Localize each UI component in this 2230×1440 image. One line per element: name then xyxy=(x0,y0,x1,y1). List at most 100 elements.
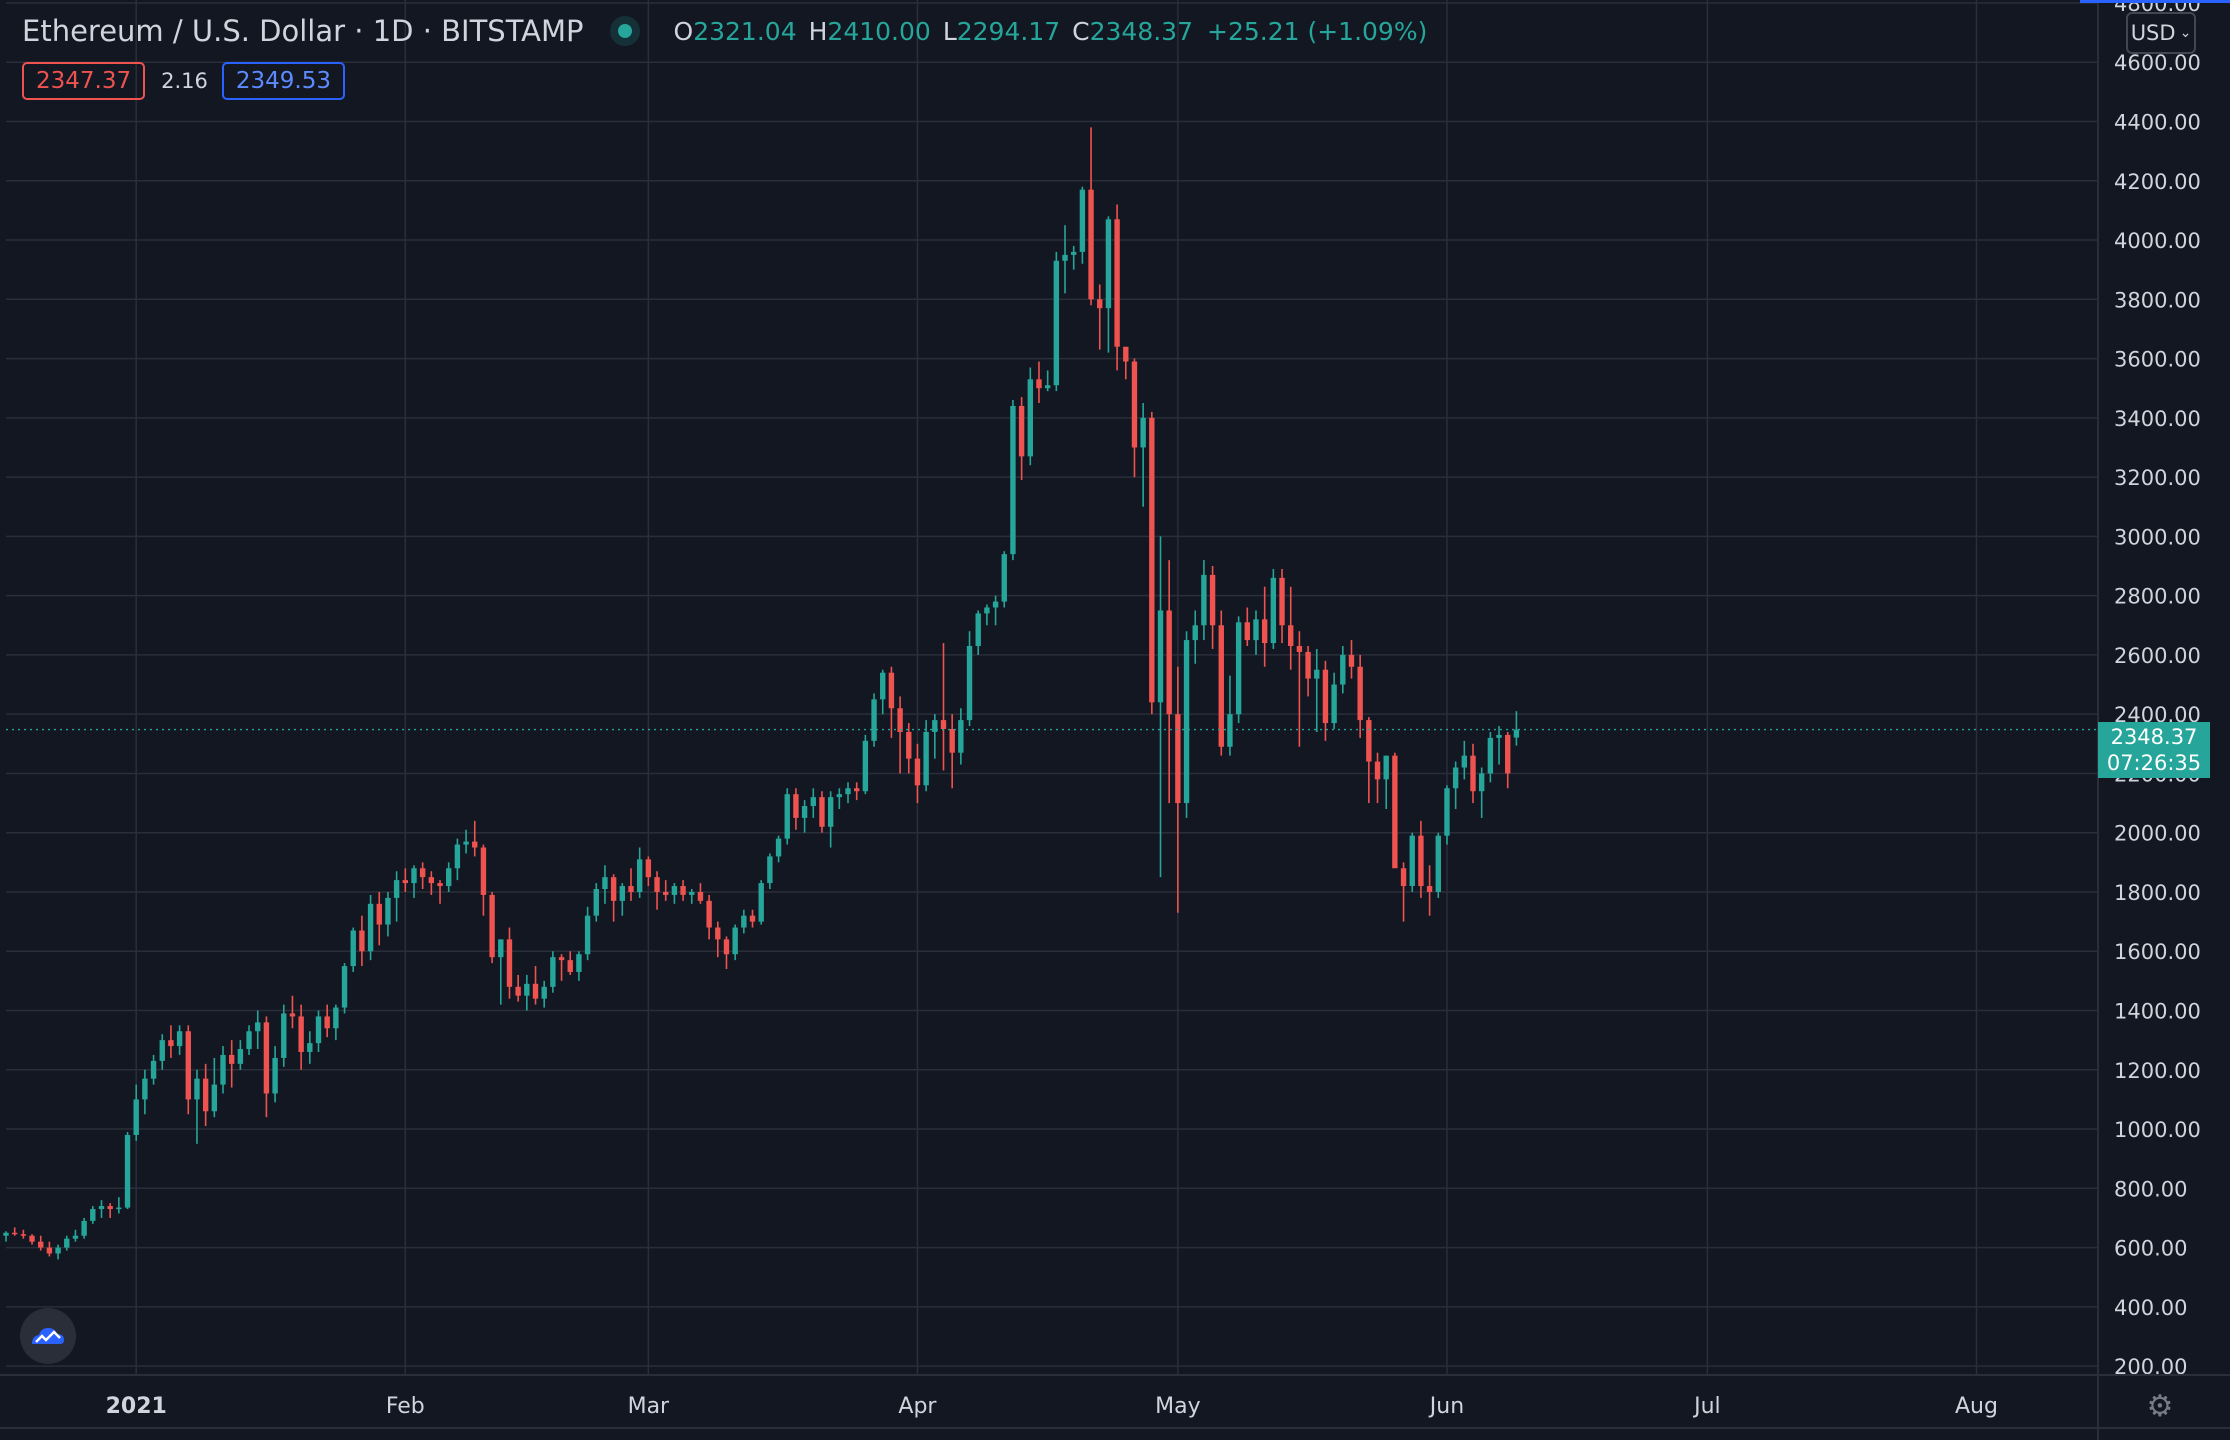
candle-body xyxy=(46,1247,53,1254)
candle-body xyxy=(255,1022,261,1032)
candle-body xyxy=(1461,755,1468,768)
chevron-down-icon: ⌄ xyxy=(2179,25,2192,41)
spread-value: 2.16 xyxy=(161,69,208,93)
candle-body xyxy=(1244,622,1251,641)
bar-countdown: 07:26:35 xyxy=(2106,751,2202,775)
candle-body xyxy=(619,886,626,901)
candle-body xyxy=(645,859,652,878)
candle-body xyxy=(1036,379,1042,389)
candle-body xyxy=(194,1078,200,1100)
candle-body xyxy=(281,1013,287,1058)
candle-body xyxy=(1331,684,1337,724)
candle-body xyxy=(1478,773,1485,792)
candle-body xyxy=(333,1007,339,1029)
candle-body xyxy=(723,939,730,955)
currency-select[interactable]: USD ⌄ xyxy=(2126,12,2196,54)
candle-body xyxy=(801,806,808,818)
candle-body xyxy=(350,930,356,967)
candle-body xyxy=(558,957,565,961)
candle-body xyxy=(975,613,981,647)
y-tick-label: 1800.00 xyxy=(2114,881,2201,905)
candle-body xyxy=(202,1078,209,1112)
candle-body xyxy=(489,894,495,958)
x-tick-label: May xyxy=(1155,1394,1200,1419)
candle-body xyxy=(1235,622,1242,715)
y-tick-label: 800.00 xyxy=(2114,1177,2187,1201)
candle-body xyxy=(810,797,816,807)
candle-body xyxy=(393,880,400,898)
symbol-title[interactable]: Ethereum / U.S. Dollar · 1D · BITSTAMP xyxy=(22,14,584,48)
candle-body xyxy=(220,1054,226,1085)
candle-body xyxy=(419,868,426,878)
candle-body xyxy=(81,1220,87,1236)
candle-body xyxy=(1470,755,1476,792)
candle-body xyxy=(1366,720,1372,762)
candle-body xyxy=(680,886,686,895)
y-tick-label: 2600.00 xyxy=(2114,644,2201,668)
x-tick-label: Apr xyxy=(898,1394,937,1419)
candle-body xyxy=(38,1241,44,1248)
y-tick-label: 4600.00 xyxy=(2114,51,2201,75)
candle-body xyxy=(602,877,608,890)
candle-body xyxy=(402,880,408,884)
candle-body xyxy=(1452,767,1459,789)
candle-body xyxy=(1314,669,1320,679)
candle-body xyxy=(20,1234,27,1236)
candle-body xyxy=(880,672,886,700)
buy-price-button[interactable]: 2349.53 xyxy=(221,62,346,100)
candle-body xyxy=(1374,761,1381,780)
candle-body xyxy=(593,889,599,916)
candle-body xyxy=(463,841,469,845)
candle-body xyxy=(506,939,513,987)
gear-icon[interactable]: ⚙ xyxy=(2146,1388,2174,1424)
candle-body xyxy=(159,1040,165,1061)
candle-body xyxy=(671,886,678,895)
candle-body xyxy=(124,1134,131,1208)
candle-body xyxy=(150,1060,157,1079)
candle-body xyxy=(914,758,921,786)
candle-body xyxy=(793,794,799,818)
candle-body xyxy=(446,868,452,887)
candle-body xyxy=(307,1043,313,1052)
candle-body xyxy=(1505,734,1511,774)
low-key: L xyxy=(942,16,957,46)
top-accent-bar xyxy=(2080,0,2230,3)
sell-price-button[interactable]: 2347.37 xyxy=(22,62,146,100)
y-tick-label: 400.00 xyxy=(2114,1296,2187,1320)
y-tick-label: 4200.00 xyxy=(2114,170,2201,194)
candle-body xyxy=(437,883,443,887)
y-tick-label: 4400.00 xyxy=(2114,110,2201,134)
candle-body xyxy=(64,1238,70,1248)
candle-body xyxy=(784,794,790,839)
candle-body xyxy=(697,891,704,901)
candle-body xyxy=(289,1013,296,1017)
tradingview-cloud-icon[interactable] xyxy=(20,1308,76,1364)
y-tick-label: 2000.00 xyxy=(2114,822,2201,846)
candle-body xyxy=(524,983,530,996)
candle-body xyxy=(1322,669,1329,724)
candle-body xyxy=(749,915,756,922)
candle-body xyxy=(1018,405,1025,457)
candle-body xyxy=(1010,405,1016,555)
candle-body xyxy=(1357,666,1363,721)
candle-body xyxy=(11,1232,18,1235)
candle-body xyxy=(237,1049,244,1064)
candle-body xyxy=(1340,654,1346,685)
candle-body xyxy=(1062,254,1068,261)
candle-body xyxy=(1305,651,1311,679)
candle-body xyxy=(1175,714,1181,804)
candle-body xyxy=(1227,714,1233,747)
candle-body xyxy=(654,877,660,892)
y-tick-label: 600.00 xyxy=(2114,1237,2187,1261)
high-key: H xyxy=(808,16,828,46)
candle-body xyxy=(1097,299,1103,309)
candle-body xyxy=(845,788,851,795)
candle-body xyxy=(610,877,617,901)
y-tick-label: 1600.00 xyxy=(2114,940,2201,964)
candle-body xyxy=(1053,260,1060,386)
candle-body xyxy=(498,939,504,958)
candle-body xyxy=(133,1099,139,1135)
candle-body xyxy=(1149,417,1155,703)
x-tick-label: 2021 xyxy=(106,1394,167,1419)
